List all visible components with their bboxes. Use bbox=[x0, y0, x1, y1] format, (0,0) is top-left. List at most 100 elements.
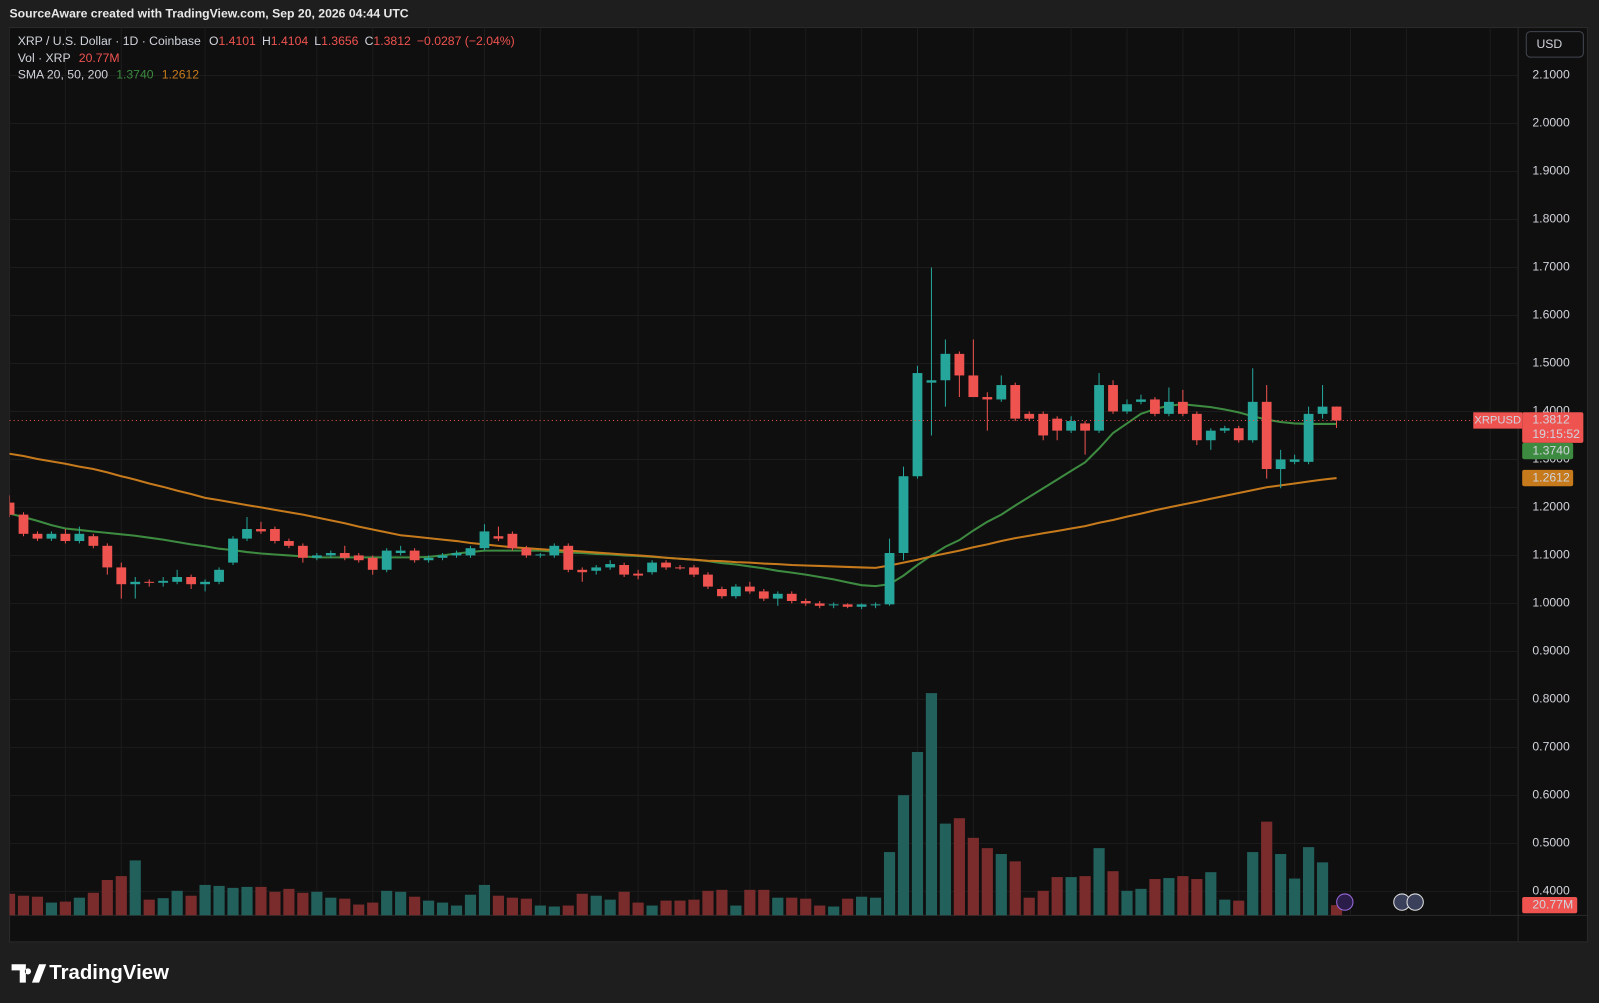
volume-bar bbox=[883, 852, 896, 916]
symbol: XRP / U.S. Dollar · 1D · Coinbase bbox=[18, 34, 201, 48]
candle-body bbox=[1150, 399, 1160, 414]
candle-body bbox=[88, 536, 99, 546]
candle-body bbox=[856, 604, 867, 607]
brand-logo bbox=[11, 964, 47, 983]
volume-bar bbox=[45, 902, 58, 916]
volume-bar bbox=[1275, 854, 1287, 916]
candles bbox=[9, 267, 1519, 610]
volume-bar bbox=[1149, 879, 1161, 916]
volume-bar bbox=[185, 895, 197, 916]
volume-bar bbox=[534, 905, 546, 916]
volume-bar bbox=[828, 906, 840, 916]
volume-bar bbox=[1303, 847, 1315, 916]
volume-bar bbox=[660, 900, 672, 916]
candle-body bbox=[353, 555, 364, 561]
volume-bar bbox=[1051, 877, 1063, 916]
volume-bar bbox=[548, 906, 560, 916]
candle-body bbox=[1108, 385, 1118, 412]
volume-bar bbox=[31, 896, 44, 916]
volume-bar bbox=[1135, 888, 1147, 916]
volume-bar bbox=[758, 889, 770, 916]
volume-bar bbox=[422, 900, 435, 916]
volume-bar bbox=[255, 886, 267, 916]
candle-body bbox=[730, 586, 741, 597]
y-tick-label: 1.7000 bbox=[1532, 260, 1570, 274]
volume-bar bbox=[227, 887, 239, 916]
candle-body bbox=[32, 533, 43, 539]
h-label: H bbox=[262, 34, 271, 48]
candle-body bbox=[717, 589, 727, 597]
candle-body bbox=[1205, 430, 1216, 441]
candle-body bbox=[130, 581, 141, 585]
y-tick-label: 1.0000 bbox=[1532, 596, 1570, 610]
volume-bar bbox=[381, 890, 393, 916]
l-label: L bbox=[314, 34, 321, 48]
y-tick-label: 1.2000 bbox=[1532, 500, 1570, 514]
candle-body bbox=[786, 593, 797, 602]
y-tick-label: 1.6000 bbox=[1532, 308, 1570, 322]
volume-bar bbox=[1107, 871, 1119, 916]
legend-sma: SMA 20, 50, 200 1.3740 1.2612 bbox=[18, 68, 200, 82]
candle-body bbox=[940, 353, 951, 381]
volume-bar bbox=[17, 895, 30, 916]
volume-bar bbox=[1163, 878, 1175, 916]
candle-body bbox=[423, 557, 434, 561]
candle-body bbox=[1191, 413, 1202, 441]
volume-bar bbox=[967, 837, 979, 916]
candle-body bbox=[479, 531, 490, 549]
volume-bar bbox=[269, 891, 281, 916]
candle-body bbox=[1038, 413, 1049, 436]
volume-bar bbox=[1177, 876, 1189, 916]
candle-body bbox=[507, 533, 518, 549]
volume-bar bbox=[925, 693, 938, 916]
volume-bar bbox=[101, 880, 113, 916]
sma-tag: 1.2612 bbox=[1532, 470, 1570, 484]
candle-body bbox=[926, 380, 937, 383]
c-label: C bbox=[365, 34, 374, 48]
volume-bar bbox=[1233, 900, 1245, 916]
candle-body bbox=[1247, 401, 1258, 441]
candle-body bbox=[1164, 401, 1174, 414]
candle-body bbox=[1303, 413, 1314, 462]
candle-body bbox=[256, 529, 266, 532]
candle-body bbox=[535, 554, 546, 556]
volume bbox=[9, 693, 1343, 916]
volume-bar bbox=[241, 886, 253, 916]
change: −0.0287 (−2.04%) bbox=[417, 34, 515, 48]
candle-body bbox=[884, 553, 895, 605]
event-icon[interactable] bbox=[1406, 893, 1424, 911]
candle-body bbox=[339, 553, 350, 558]
candle-body bbox=[870, 604, 881, 606]
candle-body bbox=[619, 565, 630, 575]
currency-button[interactable] bbox=[1525, 31, 1584, 58]
y-tick-label: 1.9000 bbox=[1532, 164, 1570, 178]
currency[interactable]: USD bbox=[1536, 37, 1562, 51]
volume-bar bbox=[171, 890, 183, 916]
price-axis: 0.4000 0.5000 0.6000 0.7000 0.8000 0.9000 1.00… bbox=[1532, 68, 1570, 898]
volume-bar bbox=[786, 897, 798, 916]
candle-body bbox=[465, 548, 476, 556]
candle-body bbox=[1317, 406, 1328, 414]
volume-bar bbox=[464, 894, 477, 916]
volume-bar bbox=[1121, 890, 1133, 916]
sma50-value: 1.2612 bbox=[162, 68, 200, 82]
volume-bar bbox=[800, 898, 812, 916]
candle-body bbox=[591, 567, 602, 571]
candle-body bbox=[689, 567, 699, 575]
candle-body bbox=[828, 604, 839, 606]
event-icon[interactable] bbox=[1336, 893, 1354, 911]
candle-body bbox=[1331, 406, 1342, 421]
legend-volume: Vol · XRP 20.77M bbox=[18, 51, 120, 65]
y-tick-label: 1.1000 bbox=[1532, 548, 1570, 562]
volume-bar bbox=[1065, 877, 1077, 916]
last-price-tag: 1.3812 bbox=[1532, 413, 1570, 427]
header: SourceAware created with TradingView.com… bbox=[10, 7, 409, 21]
y-tick-label: 0.7000 bbox=[1532, 740, 1570, 754]
y-tick-label: 0.4000 bbox=[1532, 884, 1570, 898]
candle-body bbox=[1233, 428, 1244, 441]
volume-bar bbox=[618, 891, 630, 916]
candle-body bbox=[158, 580, 169, 583]
legend-main: XRP / U.S. Dollar · 1D · Coinbase O1.4101… bbox=[18, 34, 515, 48]
y-tick-label: 2.0000 bbox=[1532, 116, 1570, 130]
